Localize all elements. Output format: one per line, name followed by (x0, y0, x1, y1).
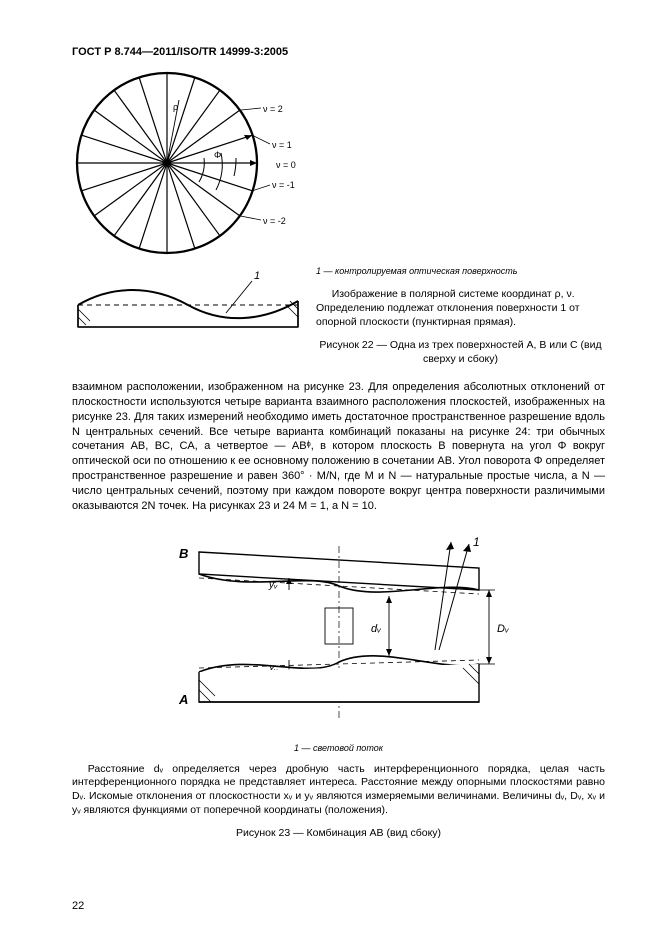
figure-22-right-block: 1 — контролируемая оптическая поверхност… (316, 265, 605, 376)
page-number: 22 (72, 900, 84, 912)
figure-22-caption: Рисунок 22 — Одна из трех поверхностей A… (316, 338, 605, 366)
nu-label-m2: ν = -2 (263, 216, 286, 226)
figure-22-wrap: ρ Φ ν = 2 ν = 1 ν = 0 ν = -1 ν = -2 (72, 68, 605, 376)
nu-label-2: ν = 2 (263, 104, 283, 114)
label-B: B (179, 546, 188, 561)
label-A: A (178, 692, 188, 707)
rho-label: ρ (173, 102, 178, 112)
leader-1-fig23: 1 (473, 535, 480, 549)
figure-23-caption: Рисунок 23 — Комбинация AB (вид сбоку) (72, 827, 605, 839)
figure-22-legend: 1 — контролируемая оптическая поверхност… (316, 265, 605, 277)
phi-label: Φ (214, 150, 221, 160)
label-Dv: Dᵥ (497, 623, 509, 635)
leader-1: 1 (254, 270, 260, 282)
label-dv: dᵥ (371, 623, 381, 635)
body-paragraph: взаимном расположении, изображенном на р… (72, 380, 605, 514)
nu-label-1: ν = 1 (272, 140, 292, 150)
figure-23-wrap: B Dᵥ dᵥ yᵥ xᵥ (72, 532, 605, 753)
nu-label-m1: ν = -1 (272, 180, 295, 190)
nu-label-0: ν = 0 (276, 160, 296, 170)
figure-23-legend: 1 — световой поток (72, 743, 605, 753)
label-yv: yᵥ (268, 580, 278, 591)
figure-22-right-para: Изображение в полярной системе координат… (316, 287, 605, 330)
figure-22-side: 1 (72, 265, 304, 342)
paragraph-2: Расстояние dᵥ определяется через дробную… (72, 763, 605, 818)
document-header: ГОСТ Р 8.744—2011/ISO/TR 14999-3:2005 (72, 46, 605, 58)
plate-A (199, 655, 479, 701)
figure-22-polar: ρ Φ ν = 2 ν = 1 ν = 0 ν = -1 ν = -2 (72, 68, 306, 265)
